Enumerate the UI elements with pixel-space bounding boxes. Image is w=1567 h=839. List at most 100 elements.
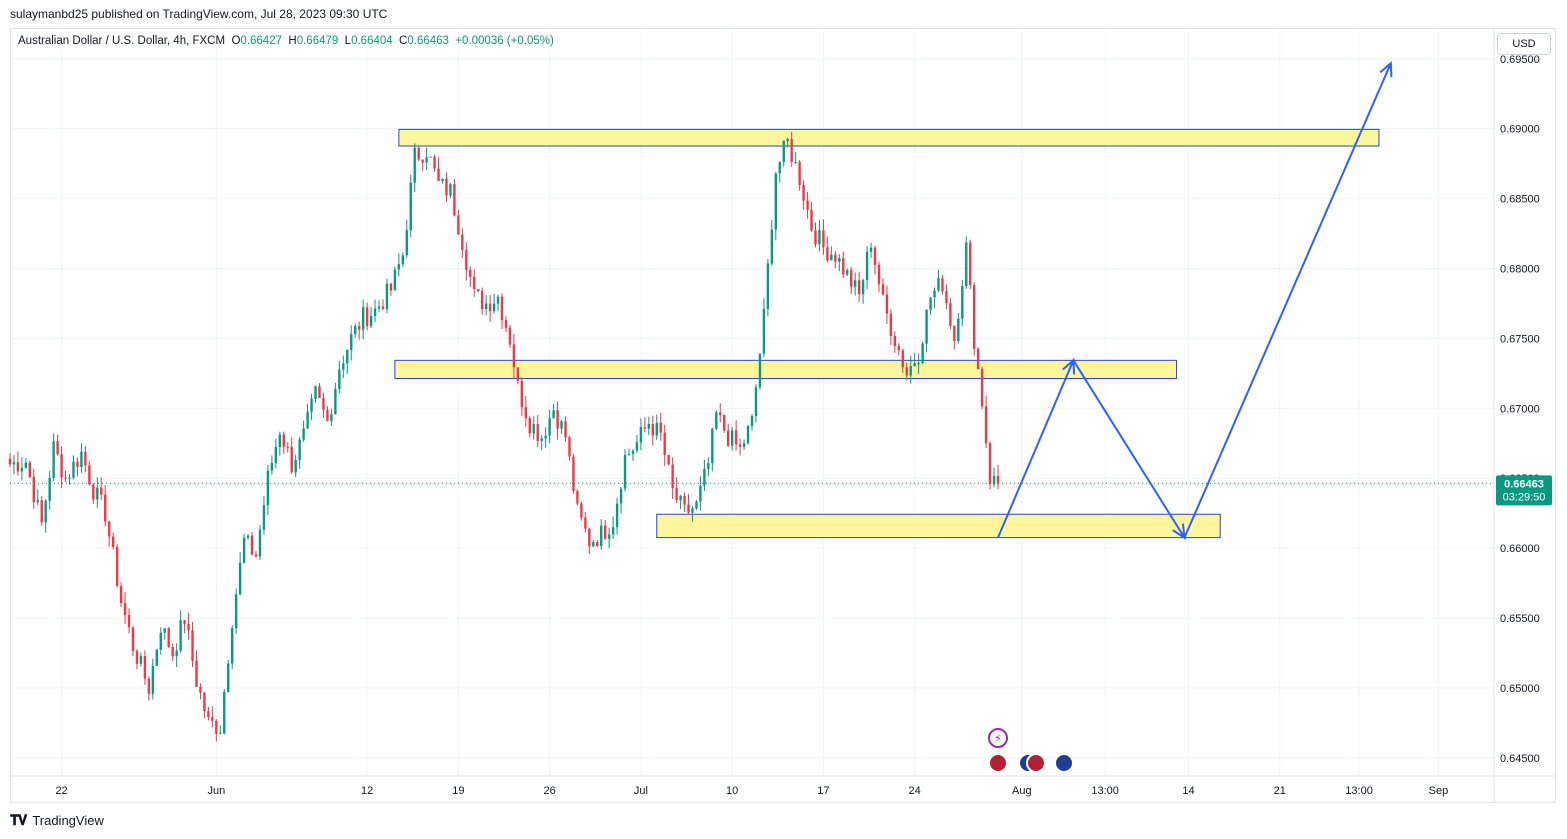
candle-body [199,686,202,693]
candle-body [135,650,139,664]
time-tick-label: 12 [361,785,373,797]
candle-body [996,475,1000,484]
candle-body [742,443,746,447]
candle-body [100,487,103,495]
candle-body [623,454,627,489]
candle-body [770,229,774,264]
candle-body [477,289,480,292]
candle-body [92,484,95,500]
candle-body [354,326,357,335]
candle-body [127,615,131,628]
candle-body [798,161,801,186]
candle-body [139,656,143,664]
candle-body [707,463,710,469]
candle-body [262,505,266,530]
price-axis: 0.69500 0.69000 0.68500 0.68000 0.67500 0.670… [1500,54,1540,765]
candle-body [750,415,754,426]
candle-body [806,200,809,210]
lightning-glyph: ⚡ [994,733,1002,745]
candle-body [853,280,857,287]
candle-body [155,649,159,666]
candle-body [639,427,643,443]
candle-body [234,594,238,629]
candle-body [151,665,155,694]
candle-body [786,139,789,141]
candle-body [433,156,436,169]
candle-body [572,456,575,492]
candle-body [877,264,881,285]
candle-body [723,414,726,431]
candle-body [540,438,543,441]
high-label: H [288,35,297,47]
candle-body [762,308,766,354]
candle-body [238,562,242,595]
candle-body [48,477,51,501]
arrowhead-1 [1062,358,1076,375]
candle-body [893,336,897,346]
high-value: 0.66479 [296,35,339,47]
candle-body [171,646,174,657]
candle-body [727,430,730,446]
candle-body [334,388,337,415]
candle-body [369,315,373,327]
currency-button[interactable]: USD [1497,33,1551,55]
candle-body [298,439,301,461]
candle-body [600,525,603,546]
candle-body [326,409,329,422]
candle-body [544,435,547,439]
candle-body [687,504,690,513]
candle-body [992,475,996,485]
candle-body [338,369,341,389]
candle-body [437,168,440,182]
candle-body [659,422,662,433]
candle-body [425,157,428,163]
arrowhead-2 [1172,523,1186,540]
time-tick-label: Jun [207,785,225,797]
candle-body [270,462,274,471]
candle-body [357,326,361,330]
candle-body [580,503,583,518]
candle-body [223,691,226,734]
candle-body [314,386,317,399]
time-tick-label: 19 [452,785,464,797]
candle-body [711,428,714,464]
candle-body [167,628,170,647]
candle-body [933,290,936,298]
lightning-icon [988,728,1009,748]
candle-body [318,386,321,399]
arrowhead-3 [1379,61,1393,78]
time-tick-label: 22 [55,785,67,797]
candle-body [965,242,968,287]
footer-brand[interactable]: 𝐓𝐕 TradingView [10,812,104,829]
candle-body [671,464,674,489]
support-zone-bottom [656,513,1221,539]
candle-body [484,303,488,310]
candle-body [294,460,297,473]
candle-body [758,353,762,388]
candle-body [183,620,186,624]
candle-body [588,528,591,547]
candle-body [346,350,349,364]
candle-body [615,503,619,528]
candle-body [16,462,20,472]
candle-body [941,278,944,292]
candle-body [683,495,686,505]
price-tag-value: 0.66463 [1504,478,1544,490]
candle-body [480,291,484,310]
candle-body [647,424,651,429]
candle-body [413,147,416,183]
candle-body [973,285,976,349]
publish-info: sulaymanbd25 published on TradingView.co… [10,7,388,21]
candle-body [282,434,285,447]
candle-body [560,421,563,429]
candle-body [909,366,912,376]
candle-body [619,488,623,504]
candle-body [159,632,162,650]
candle-body [373,308,377,316]
time-tick-label: 21 [1274,785,1286,797]
symbol-name: Australian Dollar / U.S. Dollar, 4h, FXC… [18,35,226,47]
candle-body [231,628,234,664]
candle-body [211,717,214,721]
